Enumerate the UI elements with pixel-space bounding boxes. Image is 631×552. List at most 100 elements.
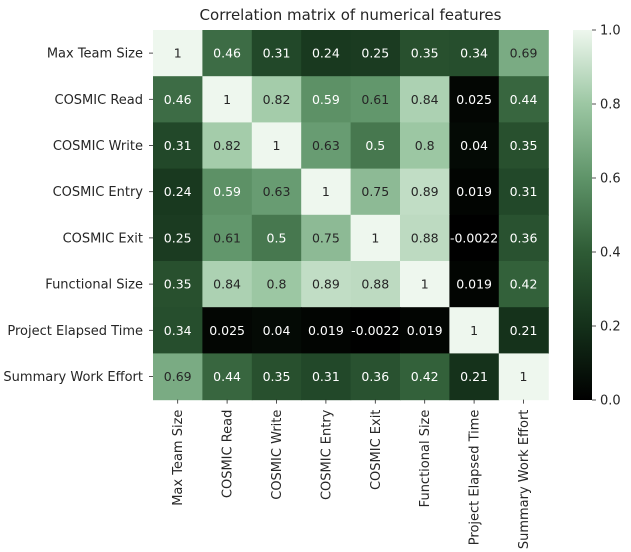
heatmap-cell: [301, 76, 352, 123]
heatmap-cell: [400, 30, 450, 77]
cell-value-label: 1: [421, 277, 429, 292]
cell-value-label: 0.5: [267, 230, 287, 245]
cell-value-label: 0.42: [510, 277, 538, 292]
cell-value-label: 0.59: [312, 92, 340, 107]
heatmap-cell: [498, 122, 549, 170]
heatmap-cell: [301, 353, 352, 401]
cell-value-label: 0.36: [510, 230, 538, 245]
cell-value-label: 0.34: [164, 323, 192, 338]
cell-value-label: 0.46: [213, 46, 241, 61]
heatmap-cell: [153, 122, 203, 170]
x-tick-label: Summary Work Effort: [517, 410, 532, 550]
cell-value-label: 0.31: [263, 46, 291, 61]
heatmap-cell: [202, 76, 253, 123]
heatmap-cell: [251, 261, 302, 308]
cell-value-label: 1: [371, 230, 379, 245]
x-tick-label: COSMIC Exit: [369, 410, 384, 490]
cell-value-label: 0.35: [510, 138, 538, 153]
heatmap-cell: [400, 168, 450, 216]
cell-value-label: 0.35: [263, 369, 291, 384]
heatmap-cell: [449, 261, 500, 308]
cell-value-label: 0.25: [164, 230, 192, 245]
cell-value-label: 0.59: [213, 184, 241, 199]
cell-value-label: 0.82: [213, 138, 241, 153]
cell-value-label: 1: [322, 184, 330, 199]
cell-value-label: 0.69: [164, 369, 192, 384]
cell-value-label: 0.019: [308, 323, 344, 338]
cell-value-label: 0.63: [263, 184, 291, 199]
cell-value-label: 0.75: [361, 184, 389, 199]
cell-value-label: 0.84: [411, 92, 439, 107]
cell-value-label: 0.019: [456, 277, 492, 292]
heatmap-cell: [202, 307, 253, 354]
heatmap-cell: [400, 76, 450, 123]
heatmap-cell: [498, 76, 549, 123]
cell-value-label: 0.63: [312, 138, 340, 153]
heatmap-cell: [301, 261, 352, 308]
colorbar-tick-label: 0.0: [600, 394, 621, 409]
heatmap-cell: [350, 122, 401, 170]
heatmap-cell: [498, 261, 549, 308]
y-tick-label: COSMIC Read: [55, 93, 144, 108]
heatmap-cell: [449, 307, 500, 354]
cell-value-label: 0.5: [365, 138, 385, 153]
heatmap-cell: [301, 122, 352, 170]
cell-value-label: 0.82: [263, 92, 291, 107]
cell-value-label: 0.04: [263, 323, 291, 338]
y-axis-tick-labels: Max Team Size COSMIC Read COSMIC Write COSM…: [3, 47, 153, 385]
cell-value-label: 0.36: [361, 369, 389, 384]
heatmap-cell: [153, 168, 203, 216]
heatmap-cell: [498, 214, 549, 262]
heatmap-cell: [350, 30, 401, 77]
cell-value-label: 0.46: [164, 92, 192, 107]
colorbar-gradient: [573, 30, 592, 400]
y-tick-label: COSMIC Exit: [63, 231, 143, 246]
heatmap-cell: [350, 168, 401, 216]
x-tick-label: Max Team Size: [171, 410, 186, 506]
cell-value-label: 0.31: [510, 184, 538, 199]
colorbar-tick-label: 0.6: [600, 172, 621, 187]
chart-title: Correlation matrix of numerical features: [199, 6, 502, 24]
cell-value-label: 1: [520, 369, 528, 384]
heatmap-cell: [153, 261, 203, 308]
heatmap-cell: [449, 30, 500, 77]
heatmap-cell: [251, 76, 302, 123]
cell-value-label: 0.69: [510, 46, 538, 61]
heatmap-cell: [498, 168, 549, 216]
heatmap-cell: [202, 168, 253, 216]
heatmap-cell: [400, 353, 450, 401]
heatmap-cell: [251, 353, 302, 401]
cell-value-label: 0.88: [361, 277, 389, 292]
heatmap-cell: [153, 353, 203, 401]
cell-value-label: 1: [174, 46, 182, 61]
heatmap-cell: [350, 307, 401, 354]
cell-value-label: 0.35: [411, 46, 439, 61]
x-tick-label: Functional Size: [418, 410, 433, 508]
heatmap-cell: [251, 122, 302, 170]
cell-value-label: 0.31: [164, 138, 192, 153]
cell-value-label: 0.25: [361, 46, 389, 61]
heatmap-cell: [202, 30, 253, 77]
y-tick-label: COSMIC Write: [53, 139, 143, 154]
heatmap-cell: [350, 353, 401, 401]
heatmap-cell: [498, 353, 549, 401]
heatmap-cell: [301, 214, 352, 262]
y-tick-label: Summary Work Effort: [3, 370, 143, 385]
y-tick-label: Project Elapsed Time: [7, 324, 143, 339]
cell-value-label: 0.61: [213, 230, 241, 245]
heatmap-cell: [400, 214, 450, 262]
cell-value-label: 0.019: [407, 323, 443, 338]
heatmap-cell: [498, 30, 549, 77]
cell-value-label: 0.89: [411, 184, 439, 199]
heatmap-cell: [202, 353, 253, 401]
colorbar-tick-label: 0.2: [600, 320, 621, 335]
heatmap-cell: [251, 214, 302, 262]
cell-value-label: 0.44: [213, 369, 241, 384]
heatmap-cell: [251, 30, 302, 77]
heatmap-cell: [251, 168, 302, 216]
heatmap-cell: [202, 122, 253, 170]
cell-value-label: 0.61: [361, 92, 389, 107]
cell-value-label: 1: [470, 323, 478, 338]
heatmap-cell: [202, 214, 253, 262]
heatmap-cell: [400, 307, 450, 354]
